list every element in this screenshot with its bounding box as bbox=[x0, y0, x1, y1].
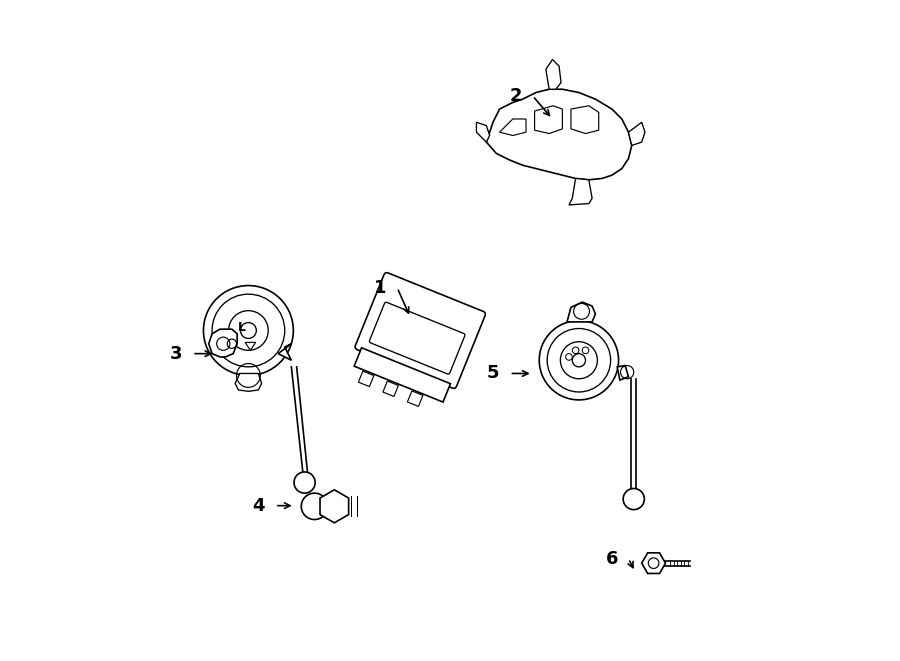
Text: L: L bbox=[238, 321, 246, 334]
Text: 2: 2 bbox=[509, 87, 522, 105]
Polygon shape bbox=[617, 366, 628, 380]
Circle shape bbox=[623, 488, 644, 510]
Polygon shape bbox=[278, 344, 292, 360]
Polygon shape bbox=[320, 490, 348, 523]
Polygon shape bbox=[500, 119, 526, 136]
FancyBboxPatch shape bbox=[356, 272, 485, 389]
Polygon shape bbox=[628, 122, 645, 145]
Polygon shape bbox=[569, 178, 592, 205]
Text: 6: 6 bbox=[606, 549, 618, 568]
FancyBboxPatch shape bbox=[369, 302, 465, 374]
Polygon shape bbox=[535, 106, 562, 134]
Circle shape bbox=[203, 286, 293, 375]
Text: 1: 1 bbox=[374, 278, 387, 297]
Polygon shape bbox=[545, 59, 561, 89]
Text: 4: 4 bbox=[252, 496, 265, 515]
Circle shape bbox=[539, 321, 618, 400]
Circle shape bbox=[302, 493, 328, 520]
Bar bbox=[355, 348, 451, 402]
Polygon shape bbox=[209, 329, 238, 357]
Polygon shape bbox=[245, 342, 256, 350]
Polygon shape bbox=[567, 302, 596, 322]
Text: 3: 3 bbox=[169, 344, 182, 363]
Bar bbox=[408, 391, 423, 407]
Bar bbox=[382, 381, 399, 397]
Polygon shape bbox=[235, 373, 262, 391]
Polygon shape bbox=[571, 106, 598, 134]
Polygon shape bbox=[476, 122, 490, 142]
Polygon shape bbox=[642, 553, 665, 574]
Circle shape bbox=[294, 472, 315, 493]
Polygon shape bbox=[486, 89, 632, 180]
Bar bbox=[358, 371, 374, 387]
Text: 5: 5 bbox=[487, 364, 500, 383]
